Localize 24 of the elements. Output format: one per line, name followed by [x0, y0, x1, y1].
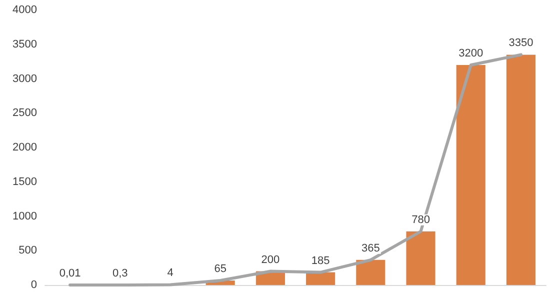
- bar: [506, 54, 536, 285]
- data-label: 65: [214, 263, 226, 276]
- y-tick-label: 1000: [12, 210, 37, 222]
- data-label: 3200: [458, 48, 484, 60]
- data-label: 780: [412, 214, 430, 226]
- data-label: 0,01: [59, 268, 81, 280]
- y-tick-label: 1500: [12, 176, 37, 188]
- bar: [456, 65, 486, 285]
- data-label: 365: [361, 242, 380, 254]
- y-tick-label: 2500: [12, 107, 37, 120]
- bar: [406, 231, 436, 285]
- y-tick-label: 3500: [12, 38, 37, 50]
- y-tick-label: 500: [18, 244, 37, 257]
- bar: [306, 272, 336, 285]
- y-tick-label: 4000: [12, 4, 37, 16]
- data-label: 3350: [508, 37, 534, 50]
- y-tick-label: 3000: [12, 72, 37, 85]
- data-label: 4: [167, 267, 174, 280]
- data-label: 200: [261, 254, 280, 266]
- data-label: 185: [311, 254, 330, 267]
- y-tick-label: 0: [30, 279, 37, 291]
- y-tick-label: 2000: [12, 142, 37, 154]
- data-label: 0,3: [112, 267, 128, 280]
- bar: [356, 260, 386, 285]
